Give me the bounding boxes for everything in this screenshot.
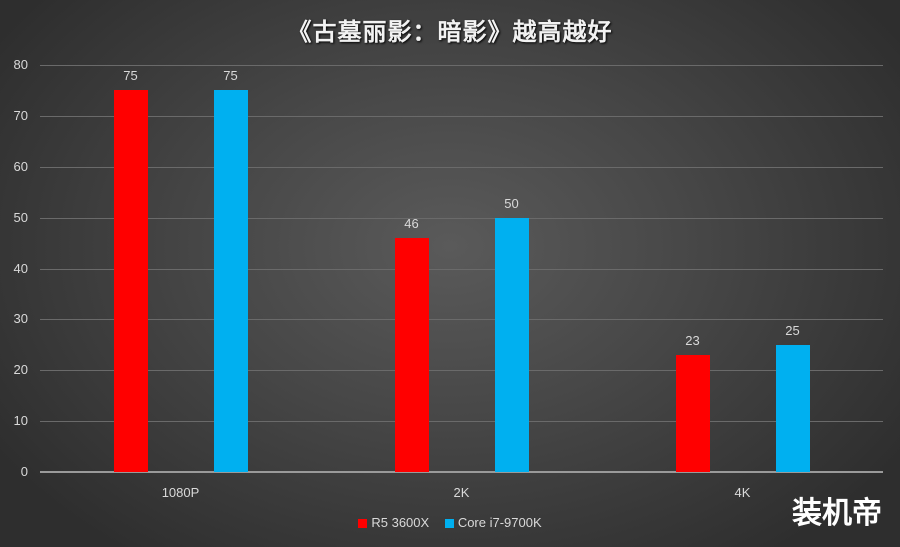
x-tick-label: 1080P xyxy=(161,485,200,500)
bar-2k-0 xyxy=(394,237,429,472)
gridline xyxy=(40,268,883,270)
legend: R5 3600X Core i7-9700K xyxy=(0,515,900,530)
y-tick-label: 20 xyxy=(13,362,28,378)
y-tick-label: 30 xyxy=(13,311,28,327)
gridline xyxy=(40,65,883,66)
bar-4k-0 xyxy=(675,354,710,472)
legend-swatch-red xyxy=(358,519,368,529)
gridline xyxy=(40,115,883,117)
data-label: 46 xyxy=(404,215,419,231)
bar-2k-1 xyxy=(494,217,529,472)
x-tick-label: 2K xyxy=(453,485,470,500)
data-label: 25 xyxy=(785,322,800,338)
x-axis-line xyxy=(40,471,883,473)
gridline xyxy=(40,166,883,168)
legend-item-r5-3600x: R5 3600X xyxy=(358,515,429,530)
gridline xyxy=(40,370,883,372)
plot-area: 75 75 46 50 23 25 xyxy=(40,65,883,473)
y-tick-label: 50 xyxy=(13,209,28,225)
legend-item-core-i7-9700k: Core i7-9700K xyxy=(444,515,542,530)
gridline xyxy=(40,217,883,219)
watermark: 装机帝 xyxy=(792,496,882,531)
bar-1080p-0 xyxy=(113,90,148,472)
y-tick-label: 10 xyxy=(13,413,28,429)
legend-swatch-blue xyxy=(444,519,454,529)
data-label: 23 xyxy=(685,332,700,348)
y-tick-label: 0 xyxy=(20,464,28,479)
x-tick-label: 4K xyxy=(734,485,751,500)
data-label: 75 xyxy=(223,68,238,84)
data-label: 75 xyxy=(123,68,138,84)
bar-1080p-1 xyxy=(213,90,248,472)
y-tick-label: 40 xyxy=(13,260,28,276)
gridline xyxy=(40,421,883,423)
y-tick-label: 70 xyxy=(13,107,28,123)
gridline xyxy=(40,319,883,321)
data-label: 50 xyxy=(504,195,519,211)
bar-4k-1 xyxy=(775,344,810,472)
chart-title: 《古墓丽影：暗影》越高越好 xyxy=(287,17,613,46)
y-tick-label: 80 xyxy=(13,57,28,72)
y-tick-label: 60 xyxy=(13,158,28,174)
